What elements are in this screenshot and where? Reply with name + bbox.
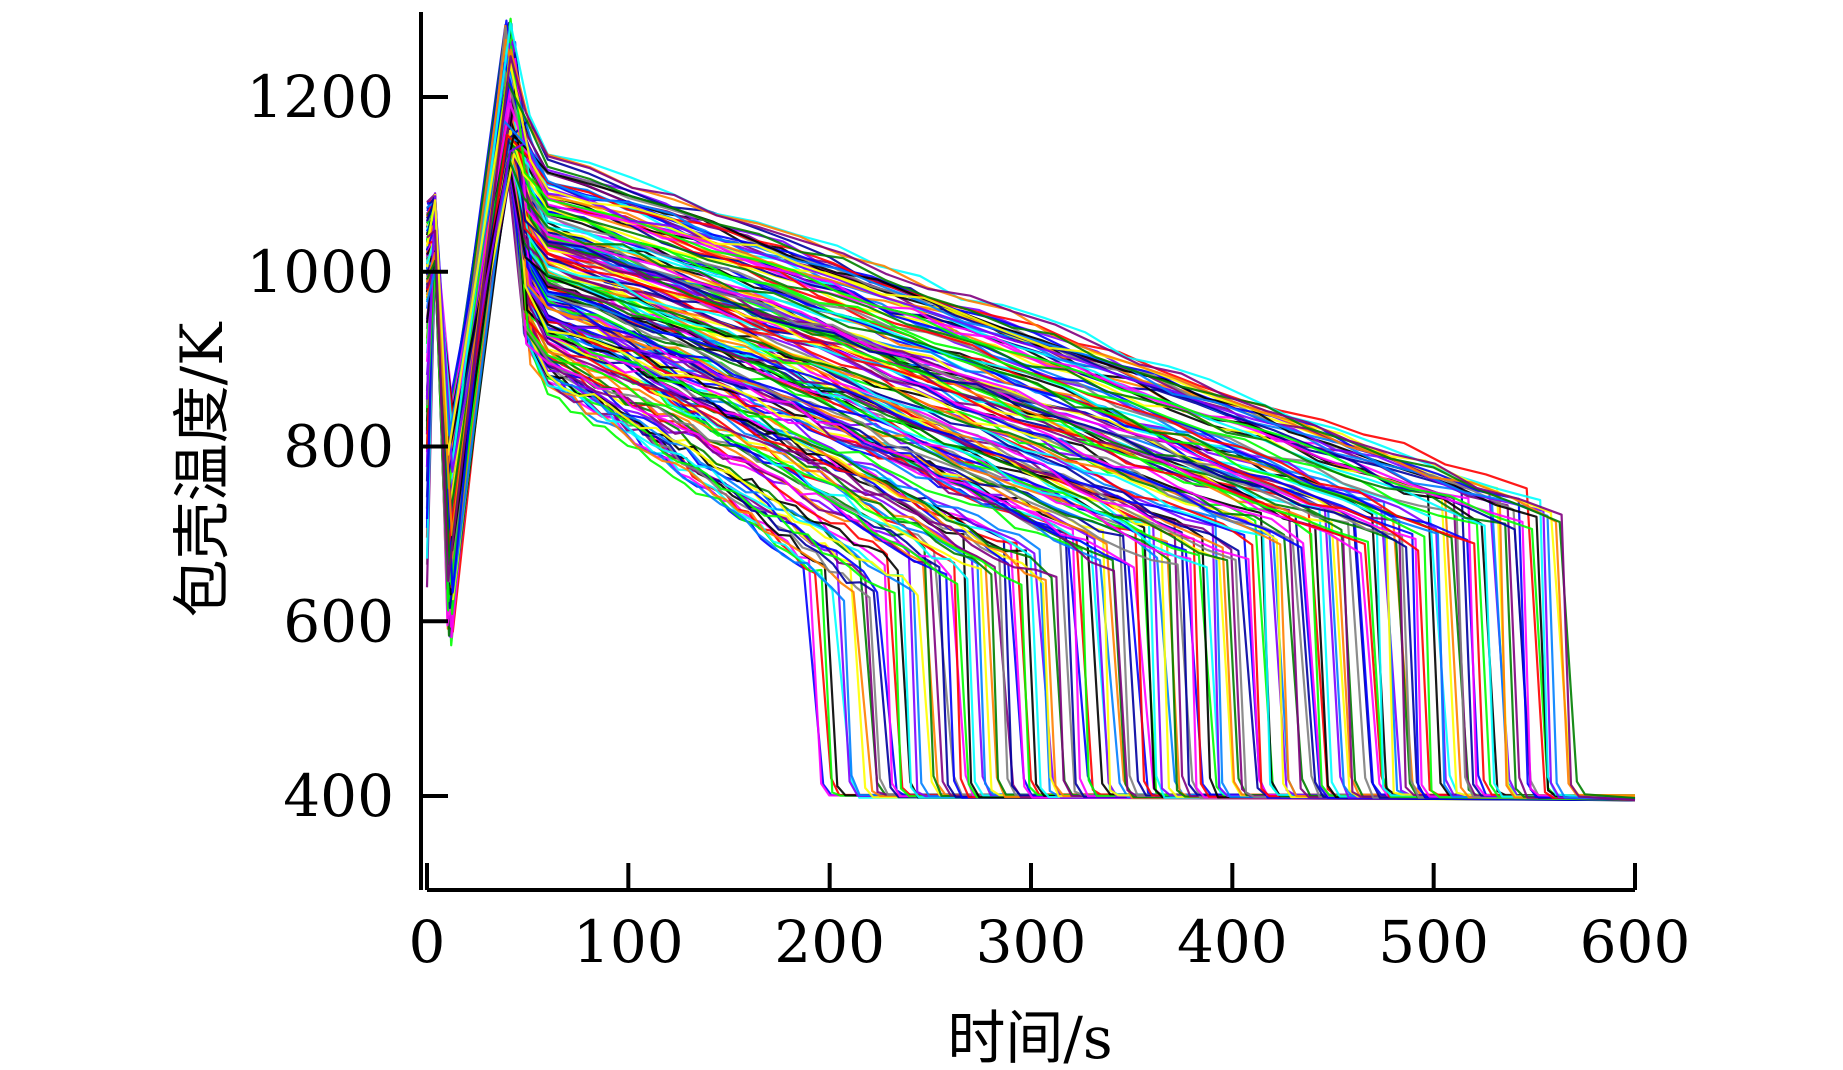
temperature-curve	[425, 121, 1636, 797]
temperature-curve	[426, 61, 1636, 801]
temperature-curve	[425, 46, 1636, 801]
x-tick-label: 100	[573, 908, 684, 976]
temperature-curve	[425, 76, 1636, 797]
temperature-curve	[425, 26, 1636, 801]
temperature-curve	[426, 92, 1636, 801]
curves-layer	[425, 17, 1636, 802]
temperature-curve	[425, 45, 1636, 797]
temperature-curve	[426, 151, 1636, 801]
x-tick-label: 0	[409, 908, 446, 976]
x-tick-label: 400	[1177, 908, 1288, 976]
temperature-curve	[425, 138, 1636, 801]
temperature-curve	[425, 120, 1636, 800]
x-tick-label: 500	[1378, 908, 1489, 976]
y-tick-label: 800	[283, 413, 394, 481]
temperature-curve	[425, 37, 1636, 797]
temperature-curve	[426, 38, 1636, 799]
temperature-curve	[425, 141, 1636, 801]
temperature-curve	[425, 143, 1636, 800]
temperature-curve	[426, 55, 1636, 802]
temperature-curve	[425, 55, 1636, 801]
temperature-curve	[425, 23, 1636, 800]
y-tick-label: 400	[283, 762, 394, 830]
y-ticks-layer: 400 600 800 1000 1200	[246, 63, 448, 830]
x-axis-title: 时间/s	[947, 1004, 1112, 1065]
temperature-curve	[425, 41, 1636, 801]
temperature-curve	[425, 128, 1636, 799]
x-tick-label: 300	[976, 908, 1087, 976]
x-tick-label: 200	[774, 908, 885, 976]
temperature-curve	[426, 95, 1636, 798]
temperature-curve	[425, 36, 1636, 800]
temperature-curve	[425, 45, 1636, 798]
y-tick-label: 1200	[246, 63, 394, 131]
x-tick-label: 600	[1580, 908, 1691, 976]
temperature-curve	[425, 66, 1636, 801]
y-tick-label: 600	[283, 587, 394, 655]
temperature-curve	[426, 154, 1636, 802]
temperature-curve	[425, 34, 1636, 800]
temperature-curve	[426, 87, 1636, 800]
y-axis-title: 包壳温度/K	[168, 321, 236, 618]
temperature-curve	[425, 119, 1636, 798]
temperature-curve	[426, 49, 1636, 801]
y-tick-label: 1000	[246, 238, 394, 306]
temperature-curve	[425, 57, 1636, 800]
temperature-curve	[426, 42, 1636, 802]
temperature-curve	[425, 40, 1636, 800]
temperature-curve	[426, 116, 1636, 797]
temperature-curve	[425, 81, 1636, 800]
x-ticks-layer: 0 100 200 300 400 500 600	[409, 863, 1691, 976]
temperature-curve	[425, 129, 1636, 801]
